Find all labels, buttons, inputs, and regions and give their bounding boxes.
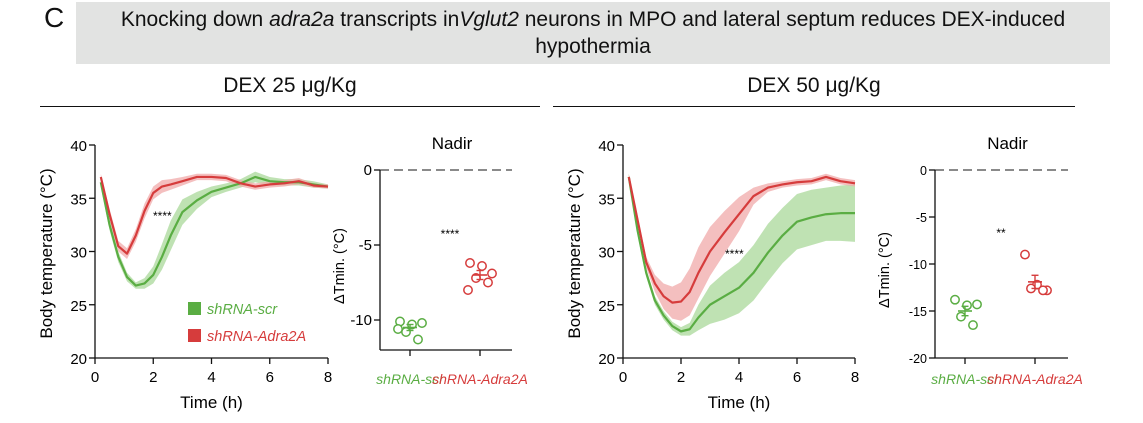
left-x-tick-label-2: 4 [207, 369, 215, 386]
left-series-line-0 [99, 175, 329, 287]
left-category-label-0: shRNA-scr [376, 371, 445, 387]
right-nadir-y-axis-label: ΔTmin. (°C) [877, 232, 893, 308]
left-x-tick-label-4: 8 [324, 369, 332, 386]
left-nadir-title: Nadir [432, 134, 473, 153]
right-y-tick-label-1: 25 [598, 298, 615, 315]
right-y-tick-label-4: 40 [598, 138, 615, 155]
left-x-axis-label: Time (h) [180, 393, 243, 412]
left-x-tick-label-1: 2 [149, 369, 157, 386]
left-nadir-y-axis-label: ΔTmin. (°C) [332, 228, 348, 304]
left-nadir-significance: **** [441, 227, 460, 241]
left-data-point-1-5 [463, 285, 473, 295]
right-x-axis-label: Time (h) [708, 393, 771, 412]
legend-swatch-0 [188, 302, 201, 315]
right-nadir-y-tick-label-2: -10 [909, 258, 927, 272]
legend-swatch-1 [188, 329, 201, 342]
dose-label-50: DEX 50 μg/Kg [747, 74, 881, 97]
right-y-tick-label-0: 20 [598, 351, 615, 368]
left-sem-band-1 [100, 173, 328, 259]
right-x-tick-label-2: 4 [735, 369, 743, 386]
right-data-point-0-3 [956, 311, 966, 322]
right-sem-band-0 [628, 173, 855, 336]
right-y-tick-label-3: 35 [598, 191, 615, 208]
right-data-point-0-2 [972, 299, 982, 310]
right-x-tick-label-4: 8 [851, 369, 859, 386]
left-data-point-0-4 [413, 334, 423, 345]
right-sem-band-1 [628, 173, 855, 321]
panel-letter: C [44, 2, 65, 33]
title-gene-adra2a: adra2a [269, 8, 335, 31]
left-nadir-y-tick-label-1: -5 [359, 237, 372, 254]
right-nadir-y-tick-label-3: -15 [909, 305, 927, 319]
left-y-tick-label-0: 20 [70, 351, 87, 368]
right-data-point-0-0 [950, 294, 960, 305]
left-data-point-1-0 [465, 258, 475, 268]
legend-label-0: shRNA-scr [207, 302, 278, 318]
right-nadir-y-tick-label-1: -5 [916, 211, 927, 225]
left-data-point-1-1 [477, 261, 487, 271]
right-x-tick-label-1: 2 [677, 369, 685, 386]
left-sem-band-0 [100, 171, 328, 289]
title-part-5: neurons in MPO and lateral septum reduce… [518, 8, 1066, 31]
right-category-label-1: shRNA-Adra2A [987, 371, 1083, 387]
left-y-tick-label-3: 35 [70, 191, 87, 208]
dose-rule-50 [553, 106, 1075, 107]
right-x-tick-label-3: 6 [793, 369, 801, 386]
right-y-axis-label: Body temperature (°C) [565, 168, 584, 338]
right-data-point-1-4 [1038, 285, 1048, 296]
left-data-point-1-4 [483, 277, 493, 288]
title-part-3: transcripts in [334, 8, 460, 31]
right-data-point-0-4 [968, 320, 978, 331]
legend-label-1: shRNA-Adra2A [207, 329, 306, 345]
left-data-point-0-5 [393, 324, 403, 334]
dose-rule-25 [40, 106, 540, 107]
right-x-tick-label-0: 0 [619, 369, 627, 386]
right-category-label-0: shRNA-scr [931, 371, 1000, 387]
left-data-point-1-2 [487, 268, 497, 279]
title-part-1: Knocking down [120, 8, 270, 31]
left-data-point-0-2 [417, 318, 427, 328]
left-category-label-1: shRNA-Adra2A [432, 371, 528, 387]
left-y-axis-label: Body temperature (°C) [37, 168, 56, 338]
left-significance-label: **** [153, 209, 172, 223]
title-gene-vglut2: Vglut2 [459, 8, 519, 31]
right-significance-label: **** [725, 247, 744, 261]
left-x-tick-label-3: 6 [266, 369, 274, 386]
dose-label-25: DEX 25 μg/Kg [223, 74, 357, 97]
right-y-tick-label-2: 30 [598, 245, 615, 262]
right-series-line-0 [627, 176, 855, 333]
left-y-tick-label-1: 25 [70, 298, 87, 315]
left-series-line-1 [99, 175, 329, 255]
right-nadir-y-tick-label-0: 0 [920, 164, 927, 178]
right-nadir-significance: ** [996, 226, 1006, 240]
left-nadir-y-tick-label-0: 0 [364, 162, 372, 179]
figure-title: Knocking down adra2a transcripts inVglut… [76, 2, 1110, 64]
right-series-line-1 [627, 175, 856, 304]
title-line-2: hypothermia [535, 35, 651, 58]
right-data-point-0-1 [962, 300, 972, 311]
left-y-tick-label-2: 30 [70, 245, 87, 262]
left-y-tick-label-4: 40 [70, 138, 87, 155]
left-x-tick-label-0: 0 [91, 369, 99, 386]
right-nadir-title: Nadir [987, 134, 1028, 153]
left-data-point-0-3 [401, 327, 411, 337]
right-nadir-y-tick-label-4: -20 [909, 352, 927, 366]
right-data-point-1-0 [1020, 249, 1030, 260]
left-nadir-y-tick-label-2: -10 [350, 312, 372, 329]
